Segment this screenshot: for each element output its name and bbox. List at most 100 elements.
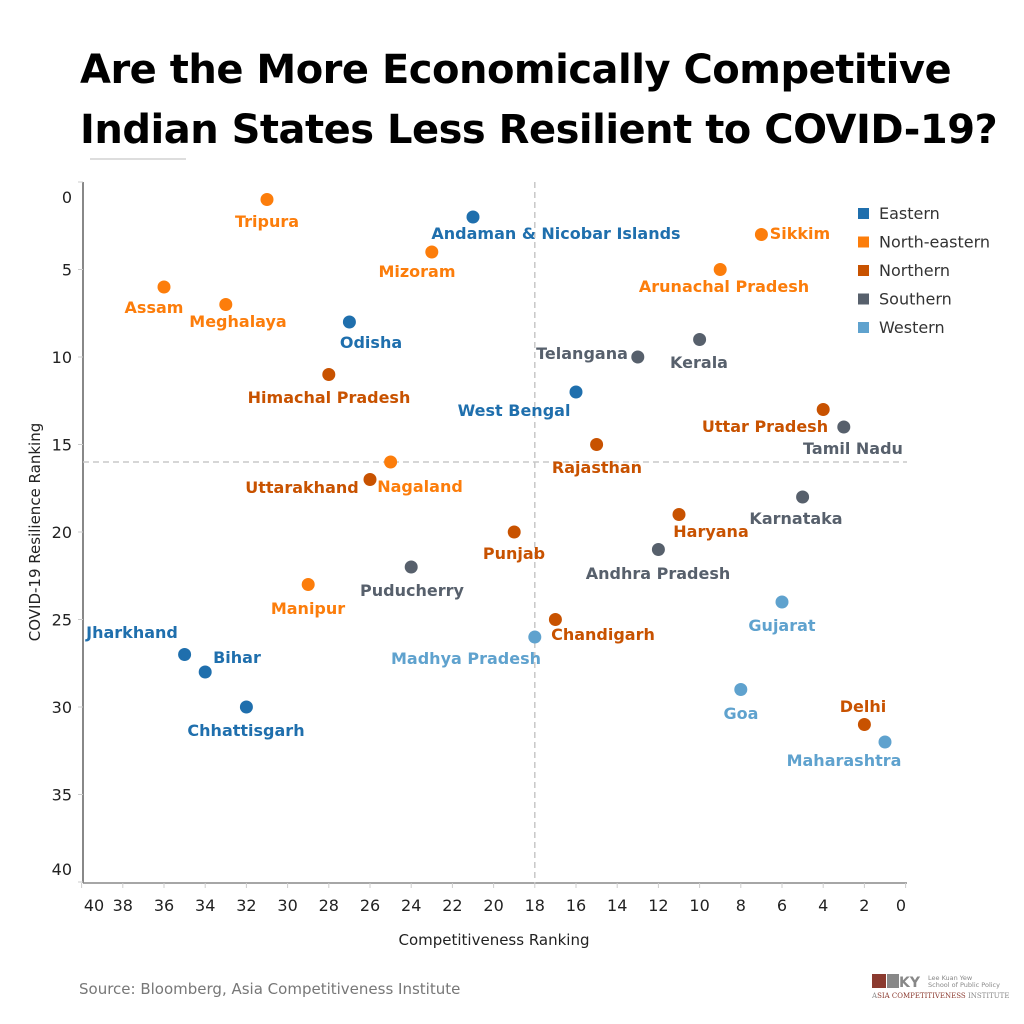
legend-label-southern: Southern bbox=[879, 290, 952, 309]
x-tick-label: 36 bbox=[154, 896, 174, 915]
label-nagaland: Nagaland bbox=[377, 477, 463, 496]
point-meghalaya bbox=[219, 298, 233, 311]
label-madhya-pradesh: Madhya Pradesh bbox=[391, 649, 541, 668]
label-odisha: Odisha bbox=[340, 333, 402, 352]
label-puducherry: Puducherry bbox=[360, 581, 464, 600]
y-tick-label: 25 bbox=[52, 611, 72, 630]
point-rajasthan bbox=[590, 438, 604, 451]
x-tick-label: 22 bbox=[442, 896, 462, 915]
x-tick-label: 30 bbox=[277, 896, 297, 915]
label-himachal-pradesh: Himachal Pradesh bbox=[248, 388, 411, 407]
point-himachal-pradesh bbox=[322, 368, 336, 381]
point-maharashtra bbox=[878, 735, 892, 749]
point-assam bbox=[157, 280, 171, 294]
legend-swatch-western bbox=[858, 322, 869, 333]
data-points bbox=[157, 193, 892, 749]
point-karnataka bbox=[796, 490, 810, 504]
label-tamil-nadu: Tamil Nadu bbox=[803, 439, 903, 458]
label-gujarat: Gujarat bbox=[748, 616, 815, 635]
label-maharashtra: Maharashtra bbox=[787, 751, 902, 770]
label-andaman-nicobar-islands: Andaman & Nicobar Islands bbox=[431, 224, 680, 243]
label-rajasthan: Rajasthan bbox=[552, 458, 642, 477]
label-chhattisgarh: Chhattisgarh bbox=[187, 721, 304, 740]
point-andaman-nicobar-islands bbox=[466, 210, 480, 224]
chart-title: Are the More Economically Competitive In… bbox=[80, 47, 998, 153]
x-tick-label: 34 bbox=[195, 896, 215, 915]
legend: Eastern North-eastern Northern Southern West… bbox=[858, 204, 990, 337]
label-manipur: Manipur bbox=[271, 599, 345, 618]
x-tick-label: 20 bbox=[483, 896, 503, 915]
point-telangana bbox=[631, 350, 645, 364]
label-delhi: Delhi bbox=[840, 697, 887, 716]
y-tick-label: 30 bbox=[52, 698, 72, 717]
point-tamil-nadu bbox=[837, 420, 851, 434]
x-tick-label: 16 bbox=[566, 896, 586, 915]
y-axis-label: COVID-19 Resilience Ranking bbox=[26, 423, 44, 641]
x-axis-label: Competitiveness Ranking bbox=[398, 931, 589, 949]
label-tripura: Tripura bbox=[235, 212, 299, 231]
point-andhra-pradesh bbox=[651, 543, 665, 556]
legend-label-eastern: Eastern bbox=[879, 204, 940, 223]
label-kerala: Kerala bbox=[670, 353, 728, 372]
label-chandigarh: Chandigarh bbox=[551, 625, 655, 644]
label-jharkhand: Jharkhand bbox=[85, 623, 178, 642]
label-west-bengal: West Bengal bbox=[458, 401, 571, 420]
reference-lines bbox=[83, 182, 907, 883]
point-kerala bbox=[693, 333, 707, 346]
svg-text:Lee Kuan Yew: Lee Kuan Yew bbox=[928, 974, 973, 982]
label-telangana: Telangana bbox=[536, 344, 628, 363]
point-puducherry bbox=[404, 560, 418, 574]
y-tick-label: 35 bbox=[52, 786, 72, 805]
y-tick-label: 40 bbox=[52, 860, 72, 879]
label-arunachal-pradesh: Arunachal Pradesh bbox=[639, 277, 809, 296]
svg-text:ASIA COMPETITIVENESS INSTITUTE: ASIA COMPETITIVENESS INSTITUTE bbox=[871, 992, 1009, 1000]
x-tick-label: 4 bbox=[818, 896, 828, 915]
x-tick-label: 26 bbox=[360, 896, 380, 915]
legend-label-western: Western bbox=[879, 318, 945, 337]
point-bihar bbox=[198, 665, 212, 679]
label-haryana: Haryana bbox=[673, 522, 749, 541]
x-tick-label: 24 bbox=[401, 896, 421, 915]
point-sikkim bbox=[754, 228, 768, 241]
point-madhya-pradesh bbox=[528, 630, 542, 644]
point-chandigarh bbox=[548, 613, 562, 626]
title-divider bbox=[90, 158, 186, 160]
x-tick-label: 32 bbox=[236, 896, 256, 915]
svg-text:KY: KY bbox=[899, 975, 921, 991]
legend-swatch-north-eastern bbox=[858, 236, 869, 248]
point-gujarat bbox=[775, 595, 789, 609]
y-tick-label: 15 bbox=[52, 436, 72, 455]
point-nagaland bbox=[384, 455, 398, 469]
x-tick-label: 6 bbox=[777, 896, 787, 915]
point-uttar-pradesh bbox=[816, 403, 830, 416]
x-tick-label: 14 bbox=[607, 896, 627, 915]
x-tick-label: 40 bbox=[84, 896, 104, 915]
label-andhra-pradesh: Andhra Pradesh bbox=[586, 564, 731, 583]
point-punjab bbox=[507, 525, 521, 539]
x-tick-label: 8 bbox=[736, 896, 746, 915]
y-tick-label: 10 bbox=[52, 348, 72, 367]
y-tick-label: 5 bbox=[62, 261, 72, 280]
point-jharkhand bbox=[178, 648, 192, 661]
point-chhattisgarh bbox=[239, 700, 253, 714]
x-tick-label: 18 bbox=[525, 896, 545, 915]
legend-label-north-eastern: North-eastern bbox=[879, 233, 990, 252]
label-sikkim: Sikkim bbox=[770, 224, 830, 243]
point-haryana bbox=[672, 508, 686, 521]
x-tick-label: 12 bbox=[648, 896, 668, 915]
x-tick-label: 10 bbox=[689, 896, 709, 915]
label-assam: Assam bbox=[125, 298, 184, 317]
legend-label-northern: Northern bbox=[879, 261, 950, 280]
source-note: Source: Bloomberg, Asia Competitiveness … bbox=[79, 980, 461, 998]
legend-swatch-southern bbox=[858, 293, 869, 305]
label-meghalaya: Meghalaya bbox=[189, 312, 286, 331]
point-uttarakhand bbox=[363, 473, 377, 486]
point-manipur bbox=[301, 578, 315, 591]
legend-swatch-northern bbox=[858, 265, 869, 276]
lky-aci-logo: KY Lee Kuan Yew School of Public Policy … bbox=[870, 972, 1020, 1002]
x-tick-label: 28 bbox=[319, 896, 339, 915]
point-delhi bbox=[857, 718, 871, 731]
point-labels: Tripura Andaman & Nicobar Islands Sikkim Mi… bbox=[85, 212, 903, 770]
point-west-bengal bbox=[569, 385, 583, 399]
